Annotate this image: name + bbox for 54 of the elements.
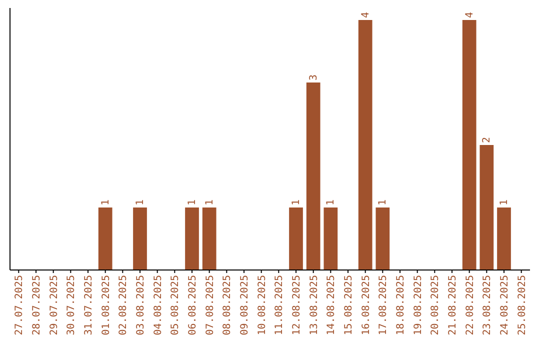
x-tick-label: 06.08.2025 bbox=[188, 275, 198, 336]
x-tick-label: 03.08.2025 bbox=[136, 275, 146, 336]
x-tick-label: 11.08.2025 bbox=[274, 275, 286, 336]
x-tick-label: 31.07.2025 bbox=[84, 275, 94, 336]
x-tick-label: 01.08.2025 bbox=[100, 275, 112, 336]
bar bbox=[462, 20, 476, 270]
bar bbox=[185, 208, 199, 270]
x-tick-label: 05.08.2025 bbox=[170, 275, 182, 336]
x-tick-label: 17.08.2025 bbox=[378, 275, 390, 336]
data-label: 1 bbox=[291, 199, 302, 206]
x-tick-label: 24.08.2025 bbox=[500, 275, 510, 336]
x-tick-label: 02.08.2025 bbox=[118, 275, 130, 336]
x-tick-label: 23.08.2025 bbox=[482, 275, 494, 336]
data-label: 1 bbox=[499, 199, 510, 206]
x-tick-label: 27.07.2025 bbox=[14, 275, 26, 336]
data-label: 4 bbox=[464, 12, 476, 18]
x-tick-label: 10.08.2025 bbox=[256, 275, 268, 336]
x-tick-label: 04.08.2025 bbox=[152, 275, 164, 336]
bar bbox=[497, 208, 511, 270]
data-label: 1 bbox=[135, 199, 146, 206]
x-tick-label: 08.08.2025 bbox=[222, 275, 234, 336]
data-label: 4 bbox=[360, 12, 372, 18]
x-tick-label: 21.08.2025 bbox=[448, 275, 458, 336]
x-tick-label: 12.08.2025 bbox=[292, 275, 302, 336]
data-label: 2 bbox=[482, 136, 493, 143]
x-tick-label: 25.08.2025 bbox=[516, 275, 528, 336]
bar bbox=[480, 145, 494, 270]
x-tick-label: 09.08.2025 bbox=[240, 275, 250, 336]
x-tick-label: 14.08.2025 bbox=[326, 275, 338, 336]
data-label: 1 bbox=[100, 199, 112, 206]
bar bbox=[358, 20, 372, 270]
x-tick-label: 29.07.2025 bbox=[48, 275, 60, 336]
bar bbox=[202, 208, 216, 270]
x-tick-label: 15.08.2025 bbox=[344, 275, 354, 336]
x-tick-label: 18.08.2025 bbox=[396, 275, 406, 336]
bar bbox=[324, 208, 338, 270]
data-label: 3 bbox=[308, 74, 320, 80]
data-label: 1 bbox=[378, 199, 389, 206]
x-tick-label: 20.08.2025 bbox=[430, 275, 442, 336]
data-label: 1 bbox=[326, 199, 337, 206]
x-tick-label: 30.07.2025 bbox=[66, 275, 78, 336]
bar bbox=[98, 208, 112, 270]
x-tick-label: 16.08.2025 bbox=[360, 275, 372, 336]
x-tick-label: 19.08.2025 bbox=[412, 275, 424, 336]
x-tick-label: 07.08.2025 bbox=[204, 275, 216, 336]
x-tick-label: 22.08.2025 bbox=[464, 275, 476, 336]
data-label: 1 bbox=[204, 199, 216, 206]
bar bbox=[376, 208, 390, 270]
x-tick-label: 13.08.2025 bbox=[308, 275, 320, 336]
bar bbox=[133, 208, 147, 270]
bar bbox=[289, 208, 303, 270]
bar bbox=[306, 82, 320, 270]
x-tick-label: 28.07.2025 bbox=[32, 275, 42, 336]
data-label: 1 bbox=[187, 199, 198, 206]
